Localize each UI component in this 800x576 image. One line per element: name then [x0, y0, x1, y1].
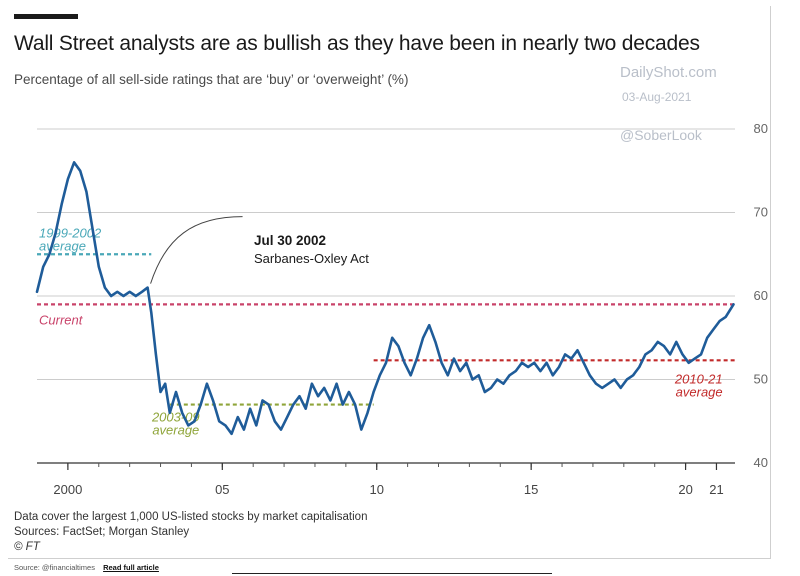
series-line	[35, 161, 735, 436]
axis-layer: 40 50 60 70 80 2000 05 10 15 20 21	[37, 121, 768, 497]
x-tick-label: 20	[678, 482, 692, 497]
reference-line-label: average	[152, 423, 199, 438]
x-tick-label: 21	[709, 482, 723, 497]
read-full-article-link[interactable]: Read full article	[103, 563, 159, 572]
chart-title: Wall Street analysts are as bullish as t…	[14, 32, 700, 55]
bottom-rule	[232, 573, 552, 574]
watermark-site: DailyShot.com	[620, 64, 717, 81]
x-tick-label: 10	[370, 482, 384, 497]
y-tick-label-50: 50	[754, 372, 768, 387]
reference-lines: 1999-2002averageCurrent2003-09average201…	[37, 225, 735, 438]
annotation-layer: Jul 30 2002 Sarbanes-Oxley Act	[150, 216, 369, 284]
series-layer	[35, 161, 735, 436]
ft-brand-bar	[14, 14, 78, 19]
x-tick-label: 05	[215, 482, 229, 497]
source-line: Source: @financialtimes Read full articl…	[14, 563, 159, 572]
footer-sources: Sources: FactSet; Morgan Stanley	[14, 526, 190, 538]
y-tick-label-60: 60	[754, 288, 768, 303]
reference-line-label: 2010-21	[674, 371, 723, 386]
footer-brand: © FT	[14, 541, 40, 553]
footer-note: Data cover the largest 1,000 US-listed s…	[14, 511, 368, 523]
x-tick-label: 15	[524, 482, 538, 497]
grid-layer	[37, 128, 735, 380]
y-tick-label-70: 70	[754, 205, 768, 220]
annotation-leader	[150, 216, 243, 284]
y-tick-label-40: 40	[754, 455, 768, 470]
watermark-date: 03-Aug-2021	[622, 90, 692, 104]
chart-subtitle: Percentage of all sell-side ratings that…	[14, 72, 409, 87]
annotation-title: Jul 30 2002	[254, 233, 326, 248]
watermark-handle: @SoberLook	[620, 127, 702, 143]
chart-frame	[8, 6, 771, 559]
annotation-detail: Sarbanes-Oxley Act	[254, 251, 369, 266]
reference-line-label: average	[676, 384, 723, 399]
x-tick-label: 2000	[53, 482, 82, 497]
reference-line-label: Current	[39, 312, 84, 327]
y-tick-label-80: 80	[754, 121, 768, 136]
source-credit: Source: @financialtimes	[14, 563, 95, 572]
reference-line-label: average	[39, 238, 86, 253]
